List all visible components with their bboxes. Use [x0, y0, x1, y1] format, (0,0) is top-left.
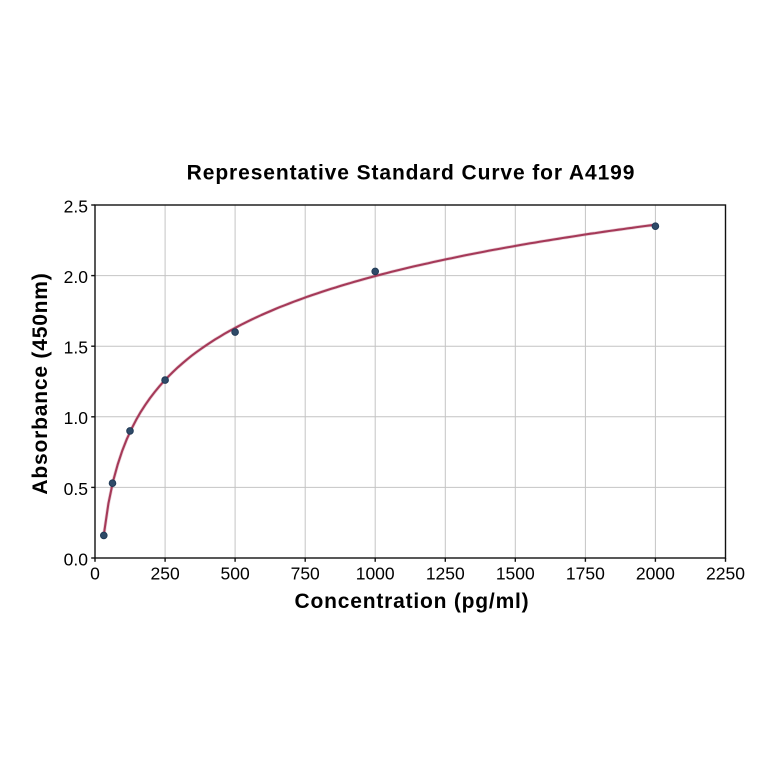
svg-text:2250: 2250 [706, 564, 745, 584]
svg-text:1.5: 1.5 [64, 338, 88, 358]
svg-text:Concentration (pg/ml): Concentration (pg/ml) [295, 590, 530, 613]
svg-text:750: 750 [291, 564, 320, 584]
svg-text:2.0: 2.0 [64, 267, 89, 287]
svg-text:2.5: 2.5 [64, 196, 88, 216]
svg-text:1.0: 1.0 [64, 408, 89, 428]
svg-text:500: 500 [220, 564, 249, 584]
svg-text:0: 0 [90, 564, 100, 584]
svg-text:250: 250 [150, 564, 179, 584]
svg-text:Absorbance (450nm): Absorbance (450nm) [29, 272, 52, 494]
svg-text:1000: 1000 [356, 564, 395, 584]
svg-text:2000: 2000 [636, 564, 675, 584]
svg-text:1500: 1500 [496, 564, 535, 584]
svg-text:0.0: 0.0 [64, 549, 89, 569]
svg-text:1750: 1750 [566, 564, 605, 584]
svg-text:1250: 1250 [426, 564, 465, 584]
svg-text:Representative Standard Curve: Representative Standard Curve for A4199 [187, 161, 636, 184]
svg-text:0.5: 0.5 [64, 479, 88, 499]
